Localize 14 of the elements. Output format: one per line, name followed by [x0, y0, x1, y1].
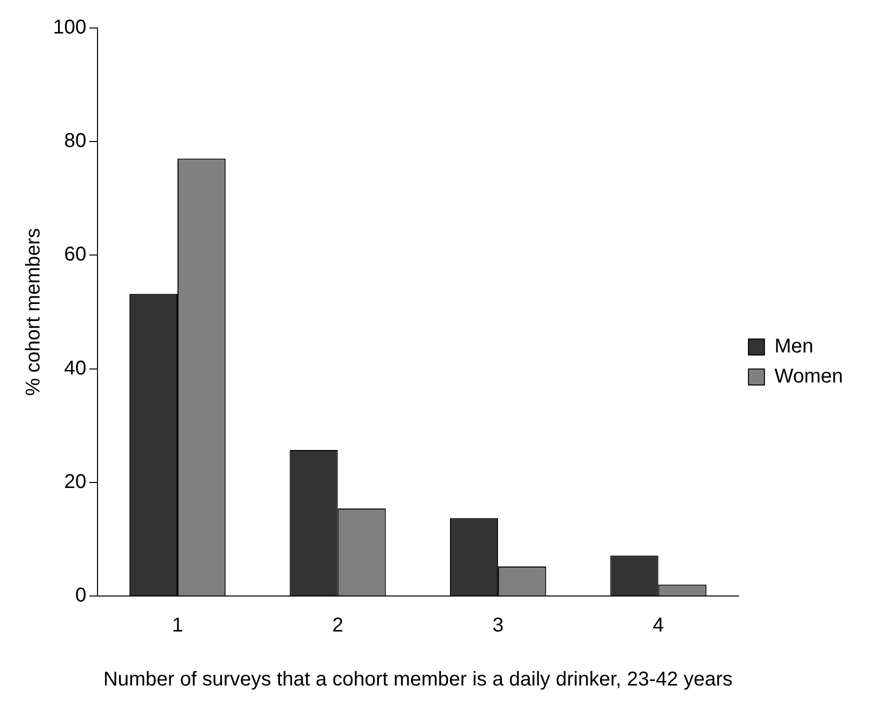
x-tick-label: 3	[492, 614, 504, 637]
x-axis-title: Number of surveys that a cohort member is a daily drinker, 23-42 years	[103, 668, 732, 691]
legend-label: Women	[774, 366, 843, 388]
y-tick-label: 80	[64, 130, 86, 152]
legend-label: Men	[774, 336, 814, 358]
y-tick-label: 40	[64, 357, 86, 380]
x-tick-label: 2	[332, 614, 344, 637]
x-tick-label: 1	[172, 614, 184, 637]
y-tick-label: 0	[75, 584, 86, 607]
y-tick-label: 20	[64, 470, 86, 493]
x-tick-label: 4	[652, 614, 664, 637]
y-tick-label: 60	[64, 244, 86, 266]
y-axis-title: % cohort members	[22, 228, 45, 396]
y-tick-label: 100	[52, 16, 86, 39]
